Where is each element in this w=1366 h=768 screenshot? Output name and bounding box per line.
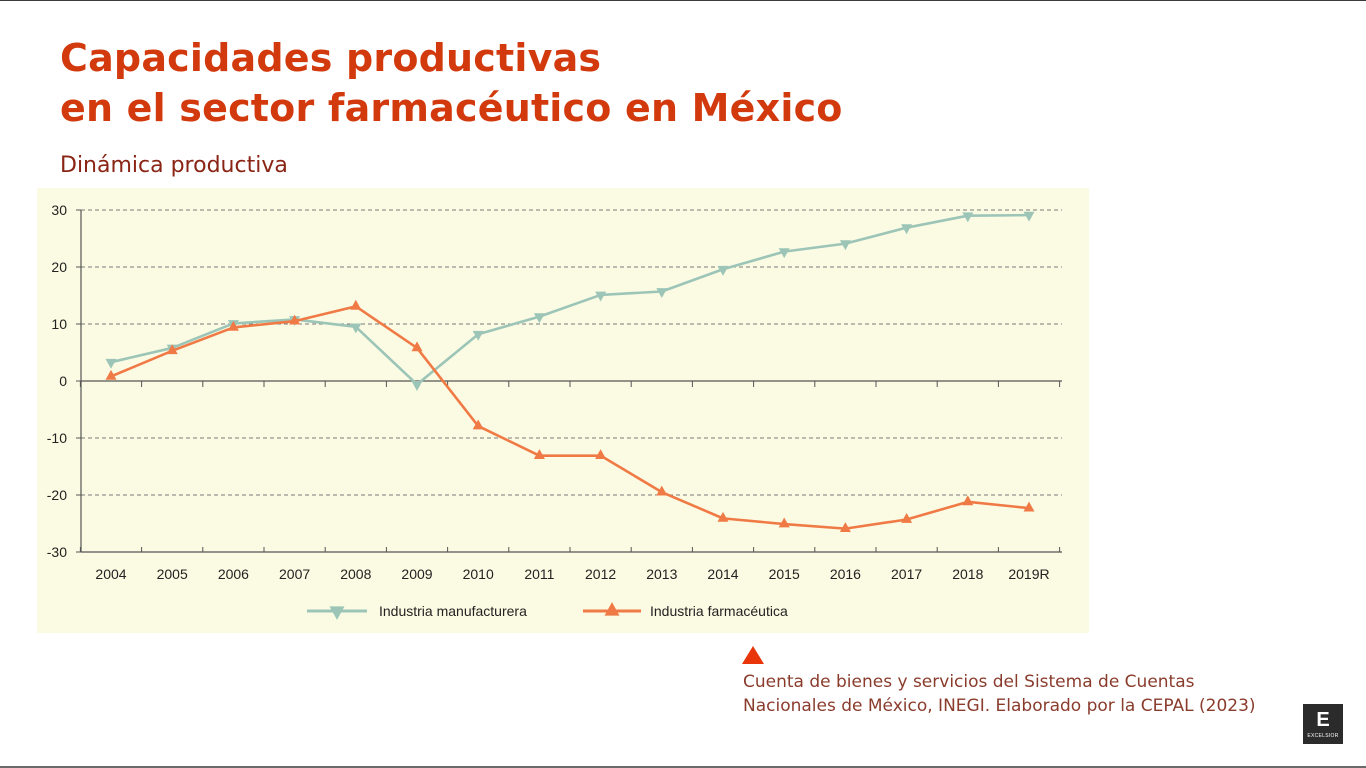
logo-letter: E <box>1316 709 1330 731</box>
data-point <box>595 449 607 460</box>
frame-top-border <box>0 0 1366 1</box>
series-line <box>110 305 1030 530</box>
chart-series <box>105 211 1035 532</box>
chart-axes <box>76 209 1062 553</box>
data-point <box>411 341 423 352</box>
data-point <box>839 522 851 532</box>
source-note-line-1: Cuenta de bienes y servicios del Sistema… <box>743 672 1195 692</box>
data-point <box>595 291 607 302</box>
data-point <box>105 369 117 380</box>
x-axis-tick-labels: 2004 2005 2006 2007 2008 2009 2010 2011 2012 2013… <box>95 566 1049 582</box>
data-point <box>289 314 301 325</box>
x-tick-label: 2013 <box>646 566 677 582</box>
legend-item: Industria farmacéutica <box>583 602 788 619</box>
x-tick-label: 2014 <box>707 566 738 582</box>
x-tick-label: 2019R <box>1008 566 1049 582</box>
frame-bottom-border <box>0 766 1366 768</box>
y-tick-label: 20 <box>51 259 67 275</box>
chart-legend: Industria manufacturera Industria farmacé… <box>307 602 788 620</box>
legend-marker <box>604 602 620 616</box>
data-point <box>533 449 545 460</box>
source-note-line-2: Nacionales de México, INEGI. Elaborado p… <box>743 696 1256 716</box>
slide-title-line-1: Capacidades productivas <box>60 36 602 80</box>
x-tick-label: 2017 <box>891 566 922 582</box>
x-tick-label: 2015 <box>769 566 800 582</box>
y-tick-label: -30 <box>47 544 67 560</box>
data-point <box>350 299 362 310</box>
data-point <box>717 511 729 522</box>
data-point <box>411 381 423 391</box>
y-tick-label: -20 <box>47 487 67 503</box>
y-tick-label: -10 <box>47 430 67 446</box>
data-point <box>350 323 362 334</box>
y-tick-label: 10 <box>51 316 67 332</box>
x-tick-label: 2007 <box>279 566 310 582</box>
source-triangle-icon <box>742 646 764 664</box>
data-point <box>901 224 913 235</box>
excelsior-logo: E EXCELSIOR <box>1303 704 1343 744</box>
x-tick-label: 2012 <box>585 566 616 582</box>
x-tick-label: 2016 <box>830 566 861 582</box>
chart-panel: 30 20 10 0 -10 -20 -30 2004 2005 2006 2007 2008 200… <box>37 188 1089 633</box>
legend-label: Industria farmacéutica <box>650 603 788 619</box>
data-point <box>1023 211 1035 222</box>
y-tick-label: 0 <box>59 373 67 389</box>
legend-label: Industria manufacturera <box>379 603 527 619</box>
data-point <box>778 517 790 528</box>
y-tick-label: 30 <box>51 202 67 218</box>
x-tick-label: 2011 <box>524 566 554 582</box>
legend-marker <box>329 606 345 620</box>
data-point <box>778 248 790 259</box>
data-point <box>533 313 545 324</box>
legend-item: Industria manufacturera <box>307 603 527 620</box>
x-tick-label: 2006 <box>218 566 249 582</box>
logo-wordmark: EXCELSIOR <box>1307 733 1339 739</box>
x-tick-label: 2010 <box>463 566 494 582</box>
data-point <box>839 240 851 251</box>
x-tick-label: 2004 <box>95 566 126 582</box>
series-manufacturera <box>105 211 1035 391</box>
x-tick-label: 2005 <box>157 566 188 582</box>
data-point <box>962 212 974 223</box>
slide-title-line-2: en el sector farmacéutico en México <box>60 86 843 130</box>
data-point <box>166 344 178 355</box>
data-point <box>962 495 974 506</box>
data-point <box>717 265 729 276</box>
data-point <box>472 419 484 430</box>
data-point <box>901 512 913 523</box>
x-tick-label: 2008 <box>340 566 371 582</box>
data-point <box>656 288 668 299</box>
y-axis-tick-labels: 30 20 10 0 -10 -20 -30 <box>47 202 67 560</box>
data-point <box>656 485 668 496</box>
slide-subtitle: Dinámica productiva <box>60 153 288 178</box>
x-tick-label: 2018 <box>952 566 983 582</box>
data-point <box>472 330 484 341</box>
series-line <box>110 213 1030 386</box>
data-point <box>227 320 239 331</box>
data-point <box>1023 501 1035 512</box>
x-tick-label: 2009 <box>401 566 432 582</box>
data-point <box>105 358 117 369</box>
series-farmaceutica <box>105 299 1035 532</box>
